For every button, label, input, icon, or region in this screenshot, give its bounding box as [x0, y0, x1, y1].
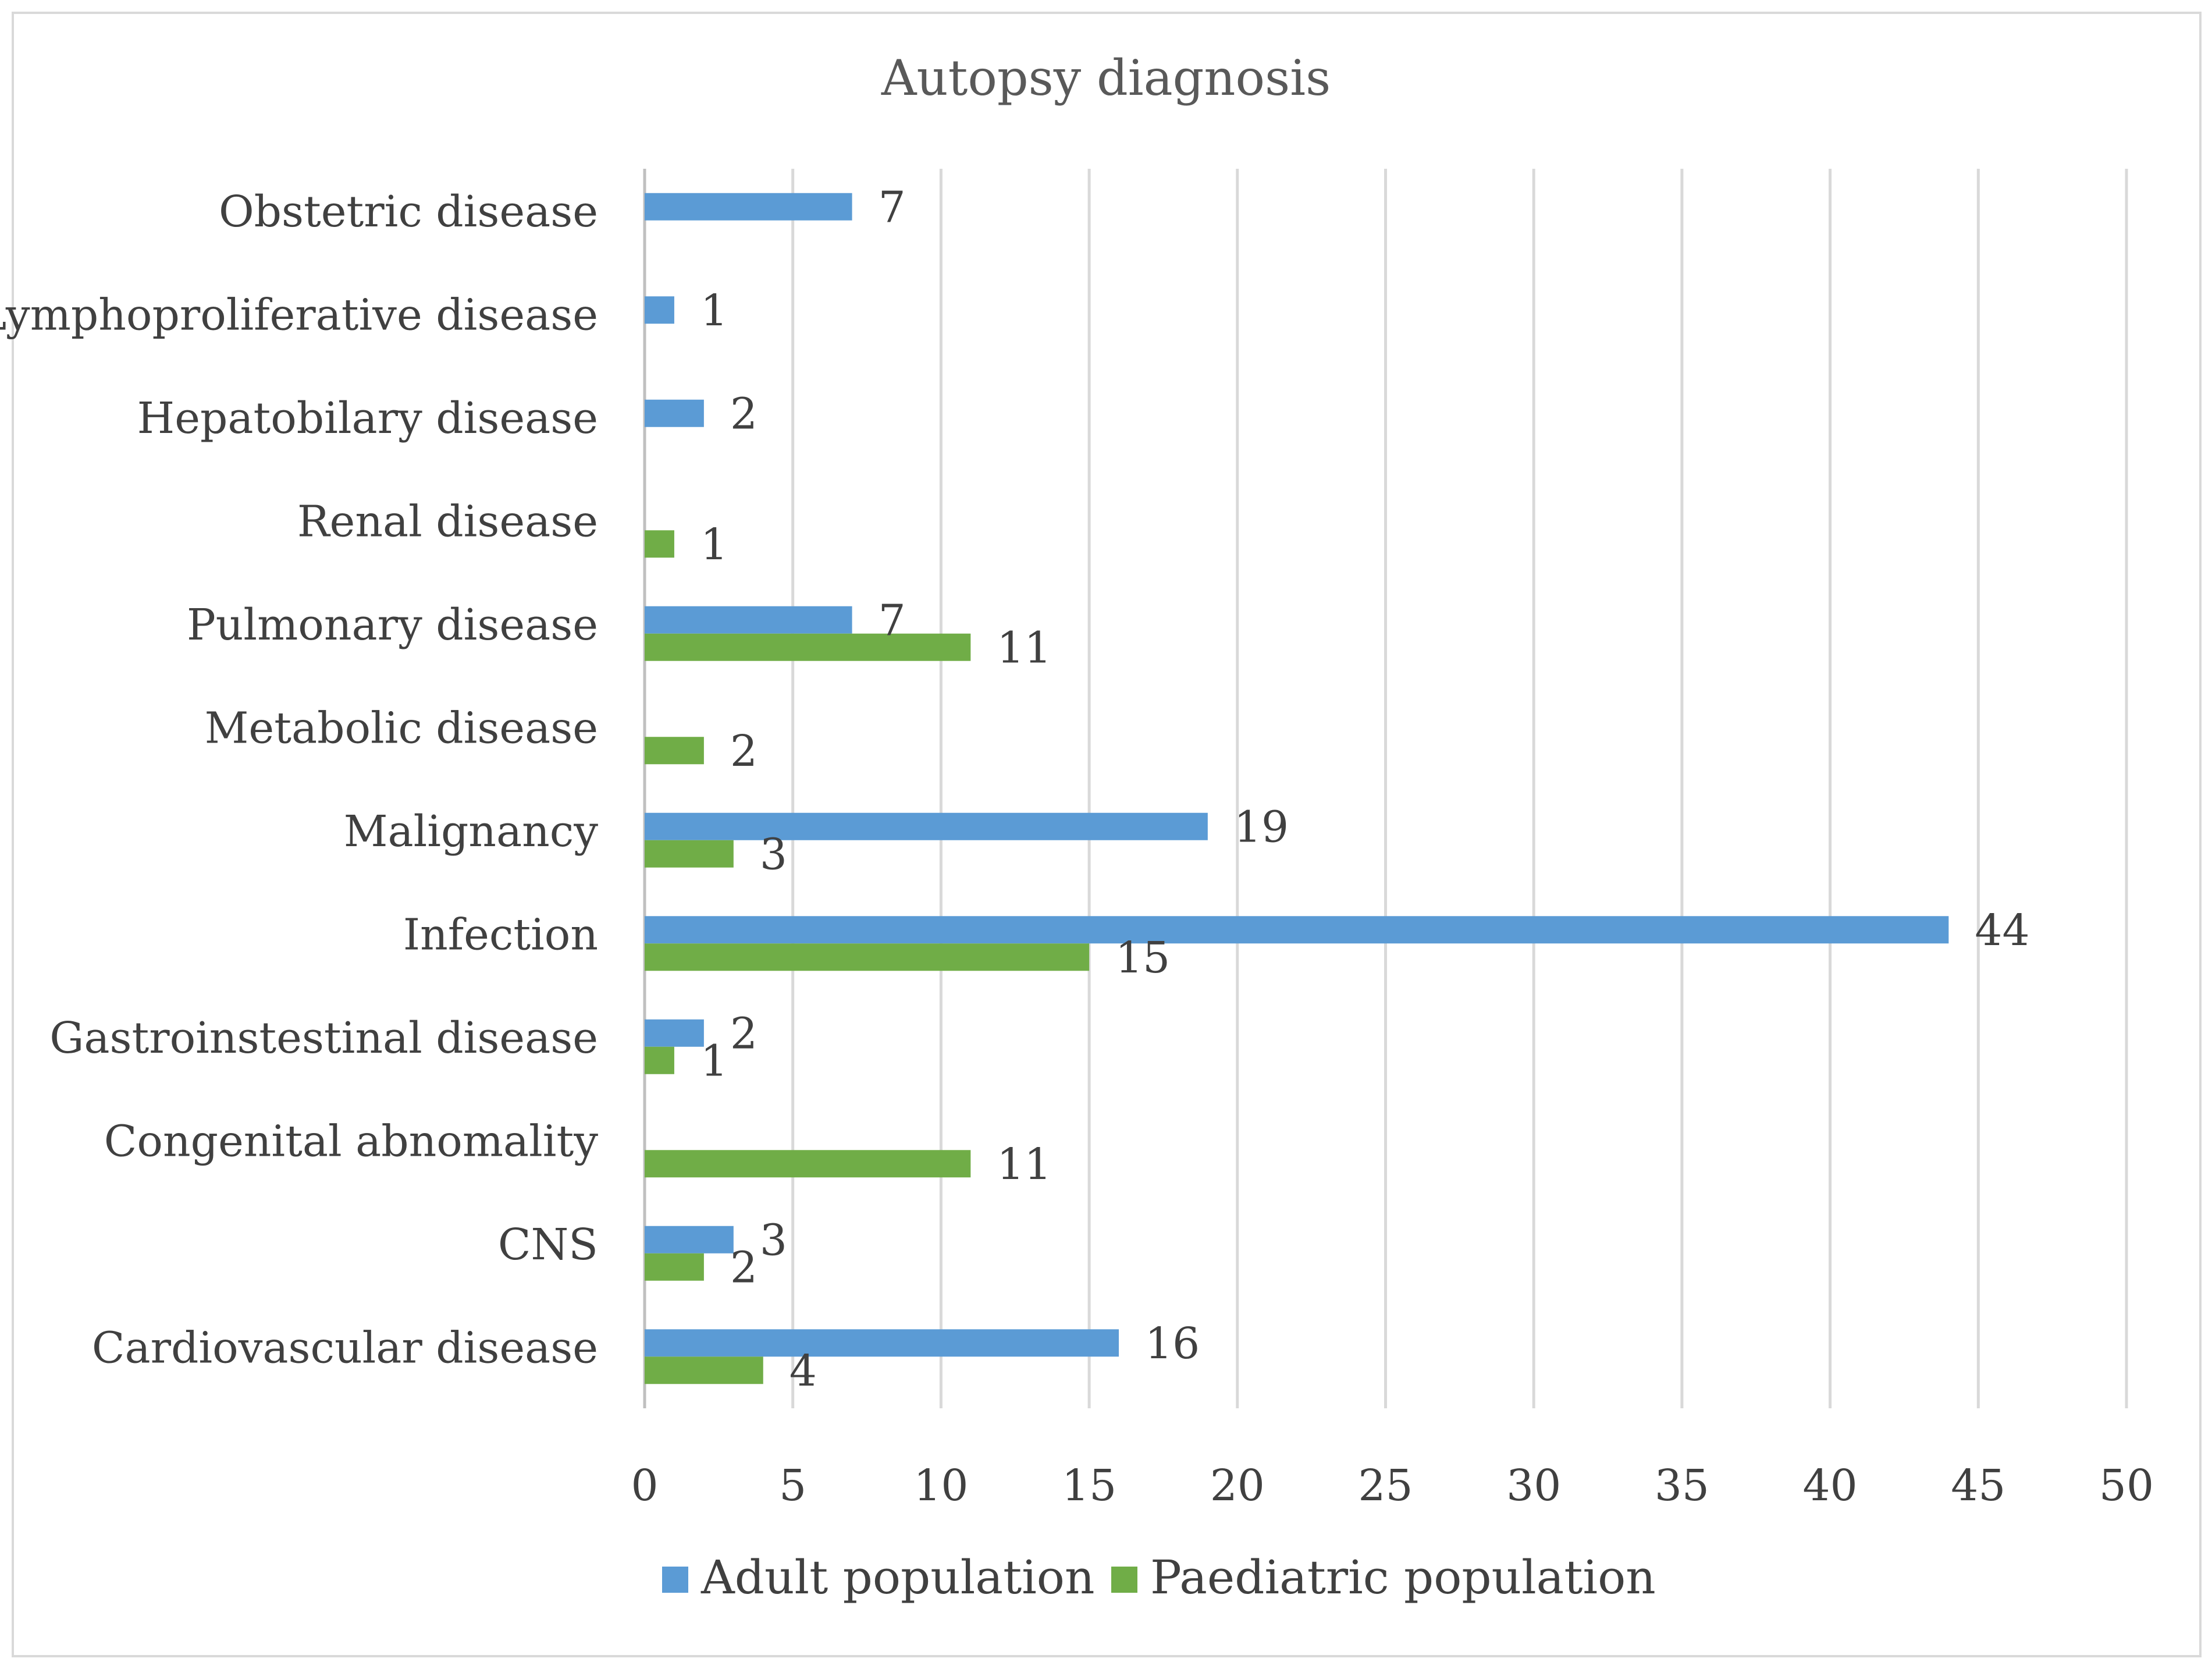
x-tick-label-15: 15: [1062, 1461, 1116, 1511]
category-label-3: Gastroinstestinal disease: [49, 1013, 598, 1063]
category-label-8: Renal disease: [297, 496, 598, 546]
bar-adult-4: [645, 916, 1949, 944]
data-label-adult-5: 19: [1234, 802, 1289, 852]
x-tick-label-25: 25: [1358, 1461, 1413, 1511]
legend-label-paediatric: Paediatric population: [1150, 1550, 1656, 1604]
data-label-adult-4: 44: [1975, 905, 2029, 956]
data-label-paediatric-7: 11: [997, 623, 1051, 673]
chart-title: Autopsy diagnosis: [881, 49, 1331, 106]
category-label-11: Obstetric disease: [219, 187, 598, 237]
bar-paediatric-6: [645, 737, 704, 765]
legend-label-adult: Adult population: [700, 1550, 1094, 1604]
bar-paediatric-8: [645, 530, 674, 558]
category-label-6: Metabolic disease: [205, 703, 598, 753]
category-label-0: Cardiovascular disease: [92, 1323, 598, 1373]
data-label-paediatric-5: 3: [760, 829, 787, 879]
data-label-adult-3: 2: [730, 1008, 758, 1059]
bar-adult-5: [645, 812, 1208, 840]
x-tick-label-20: 20: [1210, 1461, 1265, 1511]
bar-paediatric-1: [645, 1253, 704, 1281]
bars: [645, 193, 1949, 1384]
data-label-adult-1: 3: [760, 1215, 787, 1265]
data-label-paediatric-0: 4: [790, 1346, 817, 1396]
x-tick-label-10: 10: [913, 1461, 968, 1511]
x-tick-label-0: 0: [631, 1461, 658, 1511]
legend: Adult population Paediatric population: [662, 1550, 1656, 1604]
category-label-7: Pulmonary disease: [187, 600, 598, 650]
bar-paediatric-7: [645, 633, 971, 661]
bar-paediatric-4: [645, 943, 1090, 971]
category-labels: Cardiovascular disease CNS Congenital abno…: [0, 187, 598, 1373]
x-tick-label-40: 40: [1803, 1461, 1858, 1511]
data-label-adult-0: 16: [1145, 1319, 1200, 1369]
gridlines: [643, 169, 2128, 1408]
category-label-4: Infection: [403, 910, 598, 960]
bar-adult-0: [645, 1329, 1119, 1357]
x-tick-label-45: 45: [1951, 1461, 2005, 1511]
bar-paediatric-0: [645, 1356, 763, 1384]
category-label-5: Malignancy: [344, 807, 598, 857]
bar-adult-3: [645, 1019, 704, 1047]
data-label-adult-7: 7: [879, 595, 906, 645]
bar-paediatric-5: [645, 840, 734, 868]
category-label-2: Congenital abnomality: [104, 1116, 598, 1166]
data-label-paediatric-1: 2: [730, 1242, 758, 1292]
data-label-paediatric-4: 15: [1115, 933, 1170, 983]
bar-paediatric-3: [645, 1046, 674, 1074]
x-tick-label-35: 35: [1655, 1461, 1709, 1511]
bar-paediatric-2: [645, 1150, 971, 1178]
data-label-adult-9: 2: [730, 389, 758, 439]
x-axis-tick-labels: 0 5 10 15 20 25 30 35 40 45 50: [631, 1461, 2154, 1511]
category-label-10: Lymphoproliferative disease: [0, 290, 598, 340]
x-tick-label-50: 50: [2099, 1461, 2154, 1511]
category-label-1: CNS: [498, 1220, 598, 1270]
bar-adult-1: [645, 1226, 734, 1253]
bar-adult-9: [645, 399, 704, 427]
bar-adult-7: [645, 606, 852, 634]
bar-adult-11: [645, 193, 852, 221]
data-label-adult-11: 7: [879, 182, 906, 232]
x-tick-label-5: 5: [779, 1461, 806, 1511]
x-tick-label-30: 30: [1506, 1461, 1561, 1511]
data-label-paediatric-8: 1: [700, 520, 728, 570]
legend-swatch-adult: [662, 1567, 688, 1593]
data-label-paediatric-3: 1: [700, 1036, 728, 1086]
data-label-paediatric-6: 2: [730, 726, 758, 776]
category-label-9: Hepatobilary disease: [137, 393, 598, 443]
data-label-adult-10: 1: [700, 286, 728, 336]
legend-swatch-paediatric: [1111, 1567, 1137, 1593]
data-label-paediatric-2: 11: [997, 1139, 1051, 1189]
bar-adult-10: [645, 296, 674, 324]
